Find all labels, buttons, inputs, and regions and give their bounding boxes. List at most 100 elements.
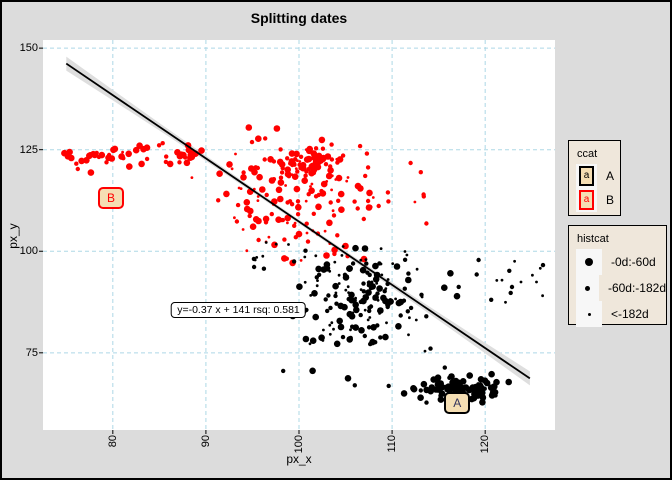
data-point [364,151,370,156]
data-point [382,333,389,341]
data-point [216,170,223,177]
data-point [163,159,169,165]
data-point [476,257,481,263]
data-point [190,176,194,180]
data-point [216,198,221,203]
small-dot-icon [587,312,591,316]
data-point [287,243,290,246]
data-point [346,296,351,302]
legend-key-background: a [576,188,597,212]
data-point [352,324,360,331]
data-point [256,173,263,181]
data-point [226,161,233,168]
plot-title: Splitting dates [250,10,348,26]
data-point [349,328,352,332]
data-point [248,165,255,172]
data-point [319,190,327,197]
data-point [293,221,297,225]
data-point [310,182,314,186]
data-point [361,289,366,294]
data-point [372,276,380,283]
data-point [352,199,357,204]
data-point [269,211,274,217]
data-point [452,377,460,385]
data-point [473,388,481,396]
data-point [378,335,383,340]
data-point [316,279,319,282]
data-point [247,213,252,219]
data-point [394,297,397,301]
regression-equation-label: y=-0.37 x + 141 rsq: 0.581 [171,301,306,318]
data-point [413,200,417,204]
data-point [387,298,394,305]
data-point [261,254,265,258]
regression-line [65,62,531,380]
data-point [144,156,150,162]
data-point [299,161,307,169]
data-point [513,259,516,263]
y-tick-label: 150 [19,42,38,55]
data-point [198,147,205,154]
data-point [335,233,340,238]
data-point [341,245,345,248]
legend-key-background [576,249,602,275]
data-point [367,308,372,314]
legend-histcat-item-3: <-182d [576,301,666,327]
data-point [247,207,254,215]
y-tick-label: 125 [19,143,38,156]
data-point [365,198,371,204]
data-point [338,206,345,213]
plot-panel [39,40,555,434]
data-point [252,216,260,223]
data-point [441,284,448,291]
data-point [424,400,429,405]
data-point [438,390,446,398]
data-point [315,203,322,211]
data-point [489,297,494,302]
data-point [277,179,285,186]
data-point [267,156,274,163]
data-point [327,167,334,174]
data-point [291,259,297,264]
data-point [359,258,363,262]
data-point [326,219,333,227]
data-point [465,386,473,394]
data-point [362,294,370,301]
data-point [323,265,331,272]
data-point [386,278,390,281]
data-point [493,378,500,386]
data-point [365,289,372,296]
data-point [308,342,312,346]
data-point [333,260,337,264]
x-axis-label: px_x [286,452,312,466]
data-point [282,237,287,242]
data-point [402,257,408,262]
data-point [505,378,512,386]
data-point [474,272,479,277]
cluster-label-A: A [444,392,471,415]
data-point [363,308,367,312]
data-point [160,141,165,146]
data-point [332,282,339,290]
data-point [448,373,455,380]
data-point [284,166,291,173]
data-point [309,367,316,375]
data-point [256,237,261,243]
data-point [284,184,287,187]
data-point [538,266,542,270]
data-point [310,166,318,174]
data-point [333,293,338,299]
data-point [345,179,349,183]
data-point [83,157,90,164]
data-point [305,147,313,155]
data-point [340,334,346,340]
data-point [234,219,240,224]
data-point [348,335,353,341]
data-point [263,136,268,141]
data-point [500,278,504,282]
data-point [315,284,319,288]
data-point [352,298,357,303]
data-point [177,160,182,165]
data-point [379,247,383,251]
data-point [253,165,258,170]
